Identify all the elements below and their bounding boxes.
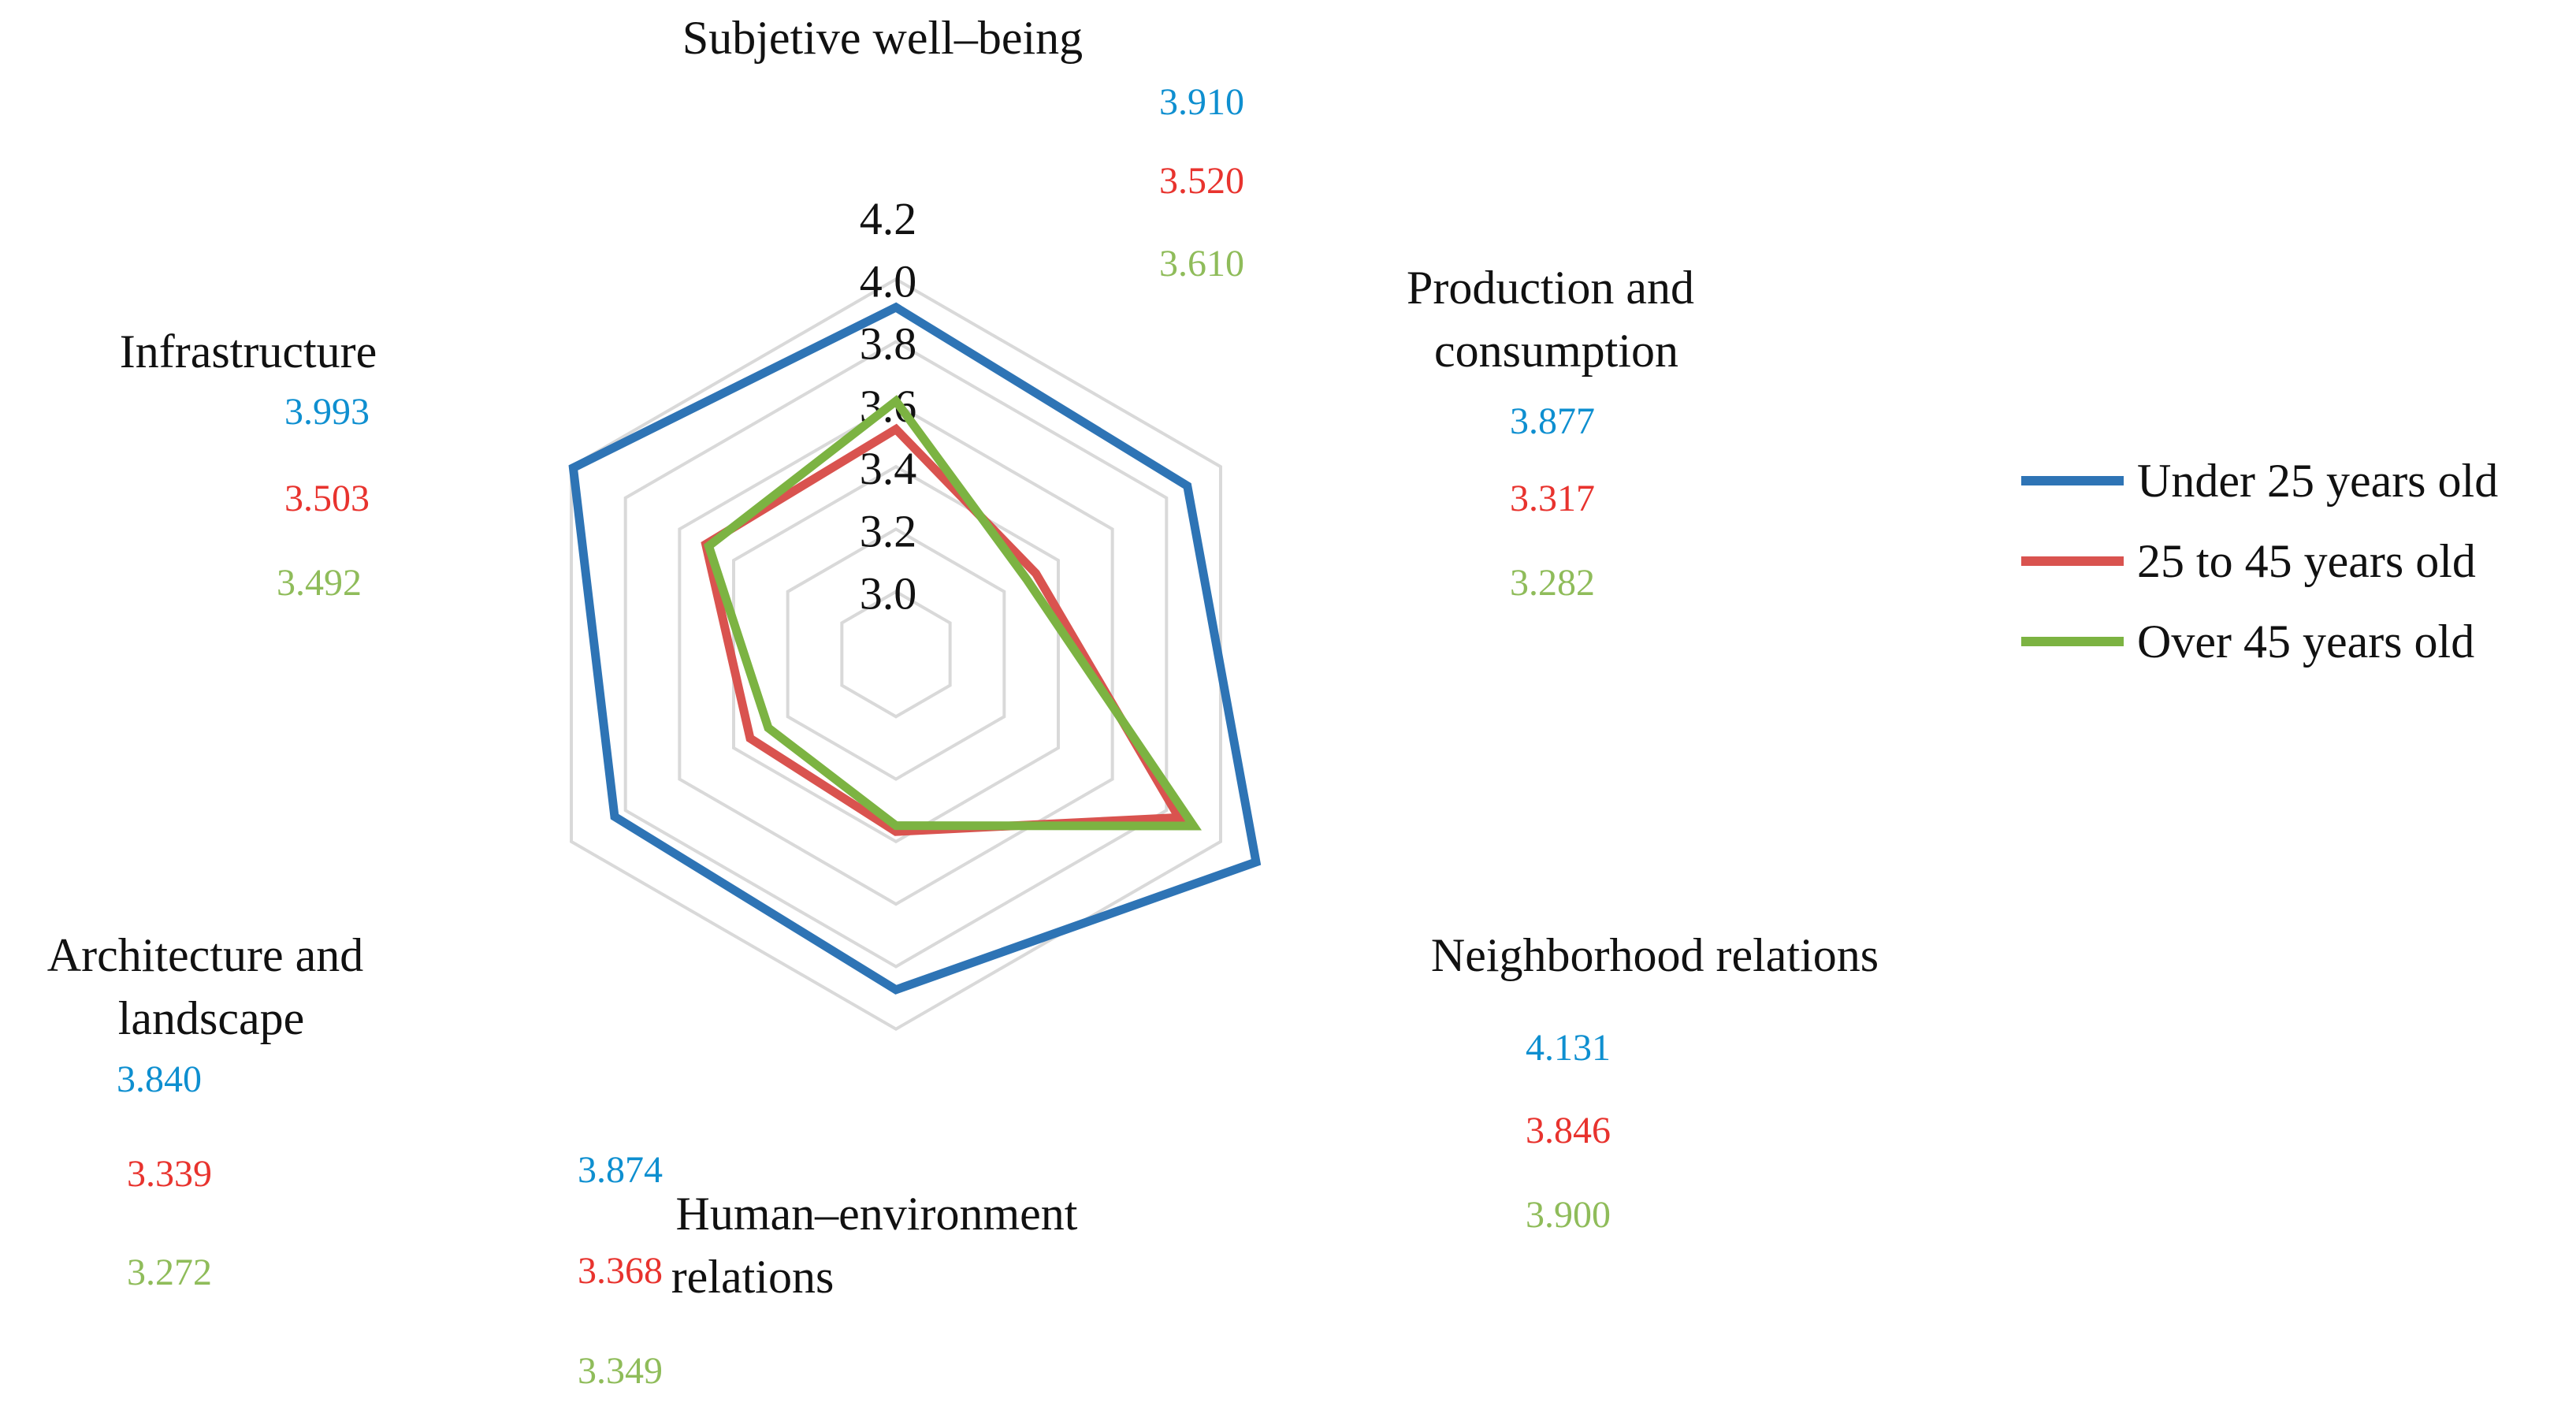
value-label-under25-nr: 4.131 [1526, 1027, 1611, 1069]
grid-ring [678, 402, 1114, 906]
value-label-over45-swb: 3.610 [1159, 243, 1244, 285]
grid-ring [786, 527, 1006, 781]
value-label-under25-infra: 3.993 [284, 391, 370, 433]
tick-label: 3.2 [860, 505, 917, 556]
legend-label-25-to-45: 25 to 45 years old [2137, 535, 2476, 587]
axis-label-production-and-consumption: Production and consumption [1407, 262, 1706, 377]
grid-ring [623, 340, 1169, 969]
value-label-under25-al: 3.840 [117, 1058, 202, 1100]
tick-label: 3.0 [860, 568, 917, 619]
legend: Under 25 years old 25 to 45 years old Ov… [2021, 455, 2498, 668]
axis-label-architecture-and-landscape: Architecture and landscape [47, 929, 375, 1044]
tick-label: 3.8 [860, 318, 917, 370]
value-label-over45-nr: 3.900 [1526, 1194, 1611, 1236]
value-labels: 3.910 3.520 3.610 3.877 3.317 3.282 4.13… [117, 81, 1611, 1392]
grid-ring [732, 464, 1060, 844]
value-label-25to45-infra: 3.503 [284, 478, 370, 519]
value-label-under25-swb: 3.910 [1159, 81, 1244, 123]
axis-label-subjective-well-being: Subjetive well–being [682, 12, 1083, 64]
axis-label-neighborhood-relations: Neighborhood relations [1431, 929, 1879, 981]
legend-label-over-45: Over 45 years old [2137, 616, 2474, 668]
series-line-over-45-years-old [703, 395, 1203, 831]
value-label-over45-infra: 3.492 [277, 562, 362, 604]
value-label-under25-pc: 3.877 [1510, 400, 1595, 442]
value-label-25to45-her: 3.368 [578, 1250, 663, 1292]
tick-label: 4.2 [860, 193, 917, 244]
radar-series [568, 302, 1262, 995]
axis-labels: Subjetive well–being Production and cons… [47, 12, 1879, 1303]
value-label-25to45-nr: 3.846 [1526, 1110, 1611, 1151]
value-label-over45-al: 3.272 [127, 1252, 212, 1293]
value-label-under25-her: 3.874 [578, 1149, 663, 1191]
tick-label: 4.0 [860, 255, 917, 307]
value-label-25to45-pc: 3.317 [1510, 478, 1595, 519]
value-label-25to45-al: 3.339 [127, 1153, 212, 1195]
radial-tick-labels: 3.03.23.43.63.84.04.2 [860, 193, 917, 619]
grid-ring [840, 590, 952, 719]
tick-label: 3.4 [860, 443, 917, 494]
legend-label-under-25: Under 25 years old [2137, 455, 2498, 507]
value-label-over45-pc: 3.282 [1510, 562, 1595, 604]
value-label-25to45-swb: 3.520 [1159, 160, 1244, 202]
value-label-over45-her: 3.349 [578, 1350, 663, 1392]
axis-label-human-environment-relations: Human–environment relations [671, 1188, 1090, 1303]
axis-label-infrastructure: Infrastructure [120, 325, 377, 378]
series-line-under-25-years-old [568, 302, 1262, 995]
